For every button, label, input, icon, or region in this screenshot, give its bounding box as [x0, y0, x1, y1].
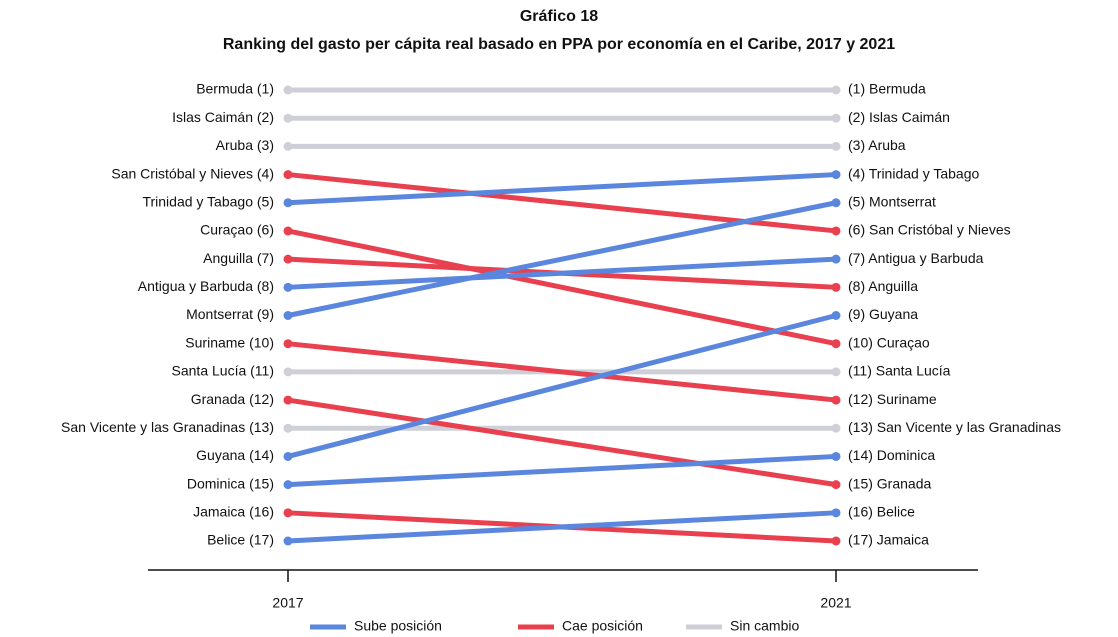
slope-line	[287, 172, 837, 206]
x-tick-label: 2017	[272, 595, 303, 611]
point	[831, 254, 841, 264]
point	[283, 395, 293, 405]
point	[831, 339, 841, 349]
point	[831, 508, 841, 518]
right-label: (7) Antigua y Barbuda	[848, 250, 984, 266]
left-label: Guyana (14)	[196, 447, 274, 463]
point	[831, 367, 841, 377]
right-label: (15) Granada	[848, 475, 931, 491]
right-label: (9) Guyana	[848, 306, 918, 322]
point	[283, 480, 293, 490]
left-label: San Cristóbal y Nieves (4)	[111, 165, 274, 181]
legend-label: Sin cambio	[730, 618, 799, 634]
point	[283, 311, 293, 320]
right-label: (4) Trinidad y Tabago	[848, 165, 979, 181]
chart-subtitle: Ranking del gasto per cápita real basado…	[223, 36, 895, 53]
right-label: (3) Aruba	[848, 137, 906, 153]
slope-line	[287, 341, 837, 403]
right-label: (6) San Cristóbal y Nieves	[848, 222, 1011, 238]
point	[831, 423, 841, 433]
point	[831, 282, 841, 292]
right-label: (17) Jamaica	[848, 532, 929, 548]
left-label: Belice (17)	[207, 532, 274, 548]
point	[283, 423, 293, 433]
point	[283, 282, 293, 292]
point	[283, 536, 293, 546]
right-label: (10) Curaçao	[848, 334, 930, 350]
left-label: Montserrat (9)	[186, 306, 274, 322]
point	[831, 85, 841, 95]
slope-line	[287, 453, 837, 488]
point	[283, 85, 293, 95]
slope-line	[287, 313, 837, 459]
left-label: Aruba (3)	[216, 137, 274, 153]
point	[283, 226, 293, 236]
left-label: Santa Lucía (11)	[172, 363, 274, 379]
right-label: (12) Suriname	[848, 391, 937, 407]
point	[283, 141, 293, 151]
point	[831, 395, 841, 405]
point	[283, 170, 293, 180]
left-label: Granada (12)	[191, 391, 274, 407]
left-label: Trinidad y Tabago (5)	[142, 193, 274, 209]
point	[283, 508, 293, 518]
left-label: Bermuda (1)	[196, 81, 274, 97]
left-label: Curaçao (6)	[200, 222, 274, 238]
slope-line	[287, 256, 837, 290]
right-label: (14) Dominica	[848, 447, 935, 463]
chart-title: Gráfico 18	[520, 8, 598, 25]
right-label: (13) San Vicente y las Granadinas	[848, 419, 1061, 435]
slope-line	[287, 172, 837, 234]
legend-label: Cae posición	[562, 618, 643, 634]
left-label: Jamaica (16)	[193, 504, 274, 520]
left-label: San Vicente y las Granadinas (13)	[61, 419, 274, 435]
left-label: Anguilla (7)	[203, 250, 274, 266]
point	[283, 113, 293, 123]
right-label: (8) Anguilla	[848, 278, 918, 294]
slope-line	[287, 228, 837, 347]
left-label: Suriname (10)	[185, 334, 274, 350]
point	[283, 339, 293, 349]
point	[283, 198, 293, 208]
right-label: (11) Santa Lucía	[848, 363, 951, 379]
point	[283, 254, 293, 264]
left-label: Islas Caimán (2)	[172, 109, 274, 125]
left-label: Dominica (15)	[187, 475, 274, 491]
left-label: Antigua y Barbuda (8)	[138, 278, 274, 294]
point	[831, 480, 841, 490]
point	[831, 226, 841, 236]
point	[831, 311, 841, 320]
right-label: (2) Islas Caimán	[848, 109, 950, 125]
point	[283, 451, 293, 461]
slope-line	[287, 200, 837, 318]
right-label: (16) Belice	[848, 504, 915, 520]
right-label: (5) Montserrat	[848, 193, 936, 209]
point	[831, 141, 841, 151]
point	[283, 367, 293, 377]
point	[831, 113, 841, 123]
right-label: (1) Bermuda	[848, 81, 926, 97]
slope-line	[287, 397, 837, 488]
point	[831, 451, 841, 461]
point	[831, 536, 841, 546]
x-tick-label: 2021	[820, 595, 851, 611]
point	[831, 198, 841, 208]
slope-line	[287, 510, 837, 544]
point	[831, 170, 841, 180]
legend-label: Sube posición	[354, 618, 442, 634]
